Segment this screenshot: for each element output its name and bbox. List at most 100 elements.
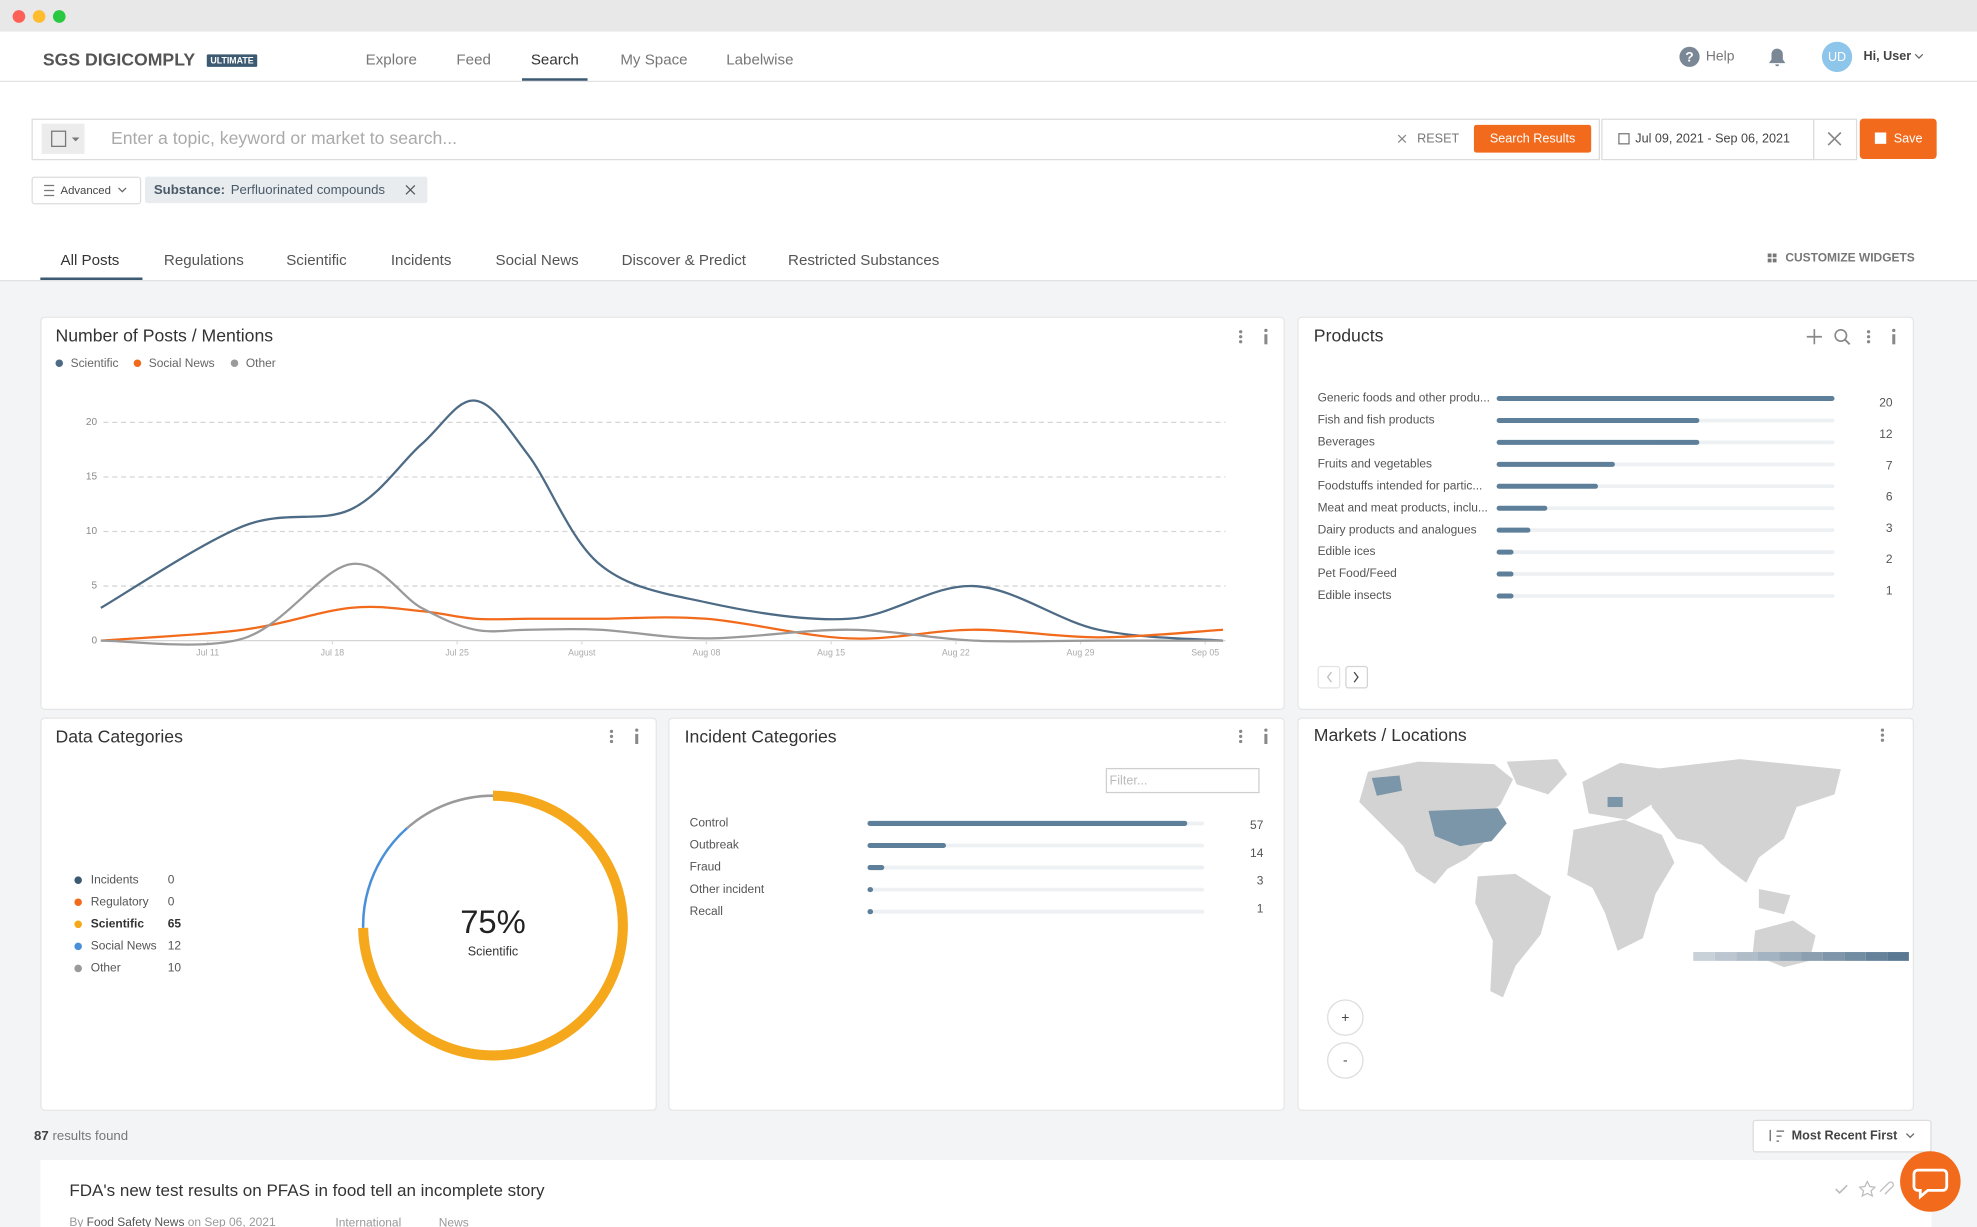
scale-step <box>1779 952 1802 961</box>
zoom-out[interactable] <box>1327 1042 1364 1079</box>
filter-remove[interactable] <box>405 184 416 195</box>
help-icon[interactable] <box>1679 46 1700 67</box>
bar-label: Meat and meat products, inclu... <box>1318 500 1488 514</box>
article-card[interactable] <box>40 1160 1932 1227</box>
star-icon[interactable] <box>1858 1180 1877 1198</box>
panel-title: Data Categories <box>55 726 183 746</box>
nav-item[interactable]: Feed <box>456 52 490 69</box>
search-button[interactable] <box>1473 124 1592 153</box>
add-icon[interactable] <box>1806 329 1822 345</box>
y-tick-label: 15 <box>86 472 98 483</box>
nav-item[interactable]: Labelwise <box>726 52 793 69</box>
info-dot <box>1892 328 1896 333</box>
bar <box>867 887 874 893</box>
filter-input[interactable] <box>1105 767 1260 794</box>
panel <box>1297 316 1914 710</box>
chat-button[interactable] <box>1900 1151 1961 1212</box>
nav-item[interactable]: Search <box>531 52 579 69</box>
article-title[interactable]: FDA's new test results on PFAS in food t… <box>69 1181 545 1200</box>
attach-icon[interactable] <box>1879 1181 1894 1195</box>
tab[interactable]: Scientific <box>286 252 347 269</box>
legend-label[interactable]: Other <box>91 961 121 975</box>
menu-dot <box>1866 330 1871 334</box>
bell-icon[interactable] <box>1768 48 1786 67</box>
tab[interactable]: Incidents <box>391 252 452 269</box>
legend-label[interactable]: Incidents <box>91 872 139 886</box>
y-tick-label: 0 <box>91 635 97 646</box>
search-type-icon <box>51 130 67 147</box>
alaska <box>1371 775 1403 796</box>
count-label: 2 <box>1886 552 1893 566</box>
next-page[interactable] <box>1345 665 1369 689</box>
search-icon[interactable] <box>1834 328 1848 342</box>
save-button[interactable] <box>1859 118 1937 159</box>
logo[interactable]: SGS DIGICOMPLY <box>43 49 195 69</box>
legend-label[interactable]: Social News <box>91 939 157 953</box>
x-tick-label: Aug 29 <box>1067 648 1095 658</box>
calendar-icon <box>1618 133 1630 145</box>
legend-label[interactable]: Scientific <box>71 356 119 370</box>
badge-bg <box>206 54 258 67</box>
tab[interactable]: Regulations <box>164 252 244 269</box>
avatar-circle[interactable] <box>1821 41 1853 72</box>
legend-label[interactable]: Regulatory <box>91 894 149 908</box>
search-type-caret <box>71 137 80 142</box>
menu-dot <box>609 734 614 739</box>
check-icon[interactable] <box>1835 1184 1848 1195</box>
bar-label: Other incident <box>690 882 765 896</box>
tab[interactable]: Social News <box>496 252 580 269</box>
count-label: 14 <box>1250 846 1264 860</box>
advanced-button[interactable] <box>31 176 142 205</box>
filter-chip[interactable] <box>144 176 428 204</box>
zoom-dot[interactable] <box>52 10 66 23</box>
menu-dot <box>1880 738 1885 742</box>
tab[interactable]: All Posts <box>61 252 120 269</box>
reset[interactable]: RESET <box>1417 132 1459 146</box>
close-dot[interactable] <box>12 10 26 23</box>
sort-button[interactable] <box>1752 1119 1932 1153</box>
scale-step <box>1801 952 1823 961</box>
bar-label: Recall <box>690 904 723 918</box>
article-byline: By Food Safety News on Sep 06, 2021 <box>69 1215 276 1227</box>
menu-dot <box>1239 729 1243 734</box>
legend-label[interactable]: Social News <box>149 356 215 370</box>
bar-track <box>867 843 1205 848</box>
tab[interactable]: Restricted Substances <box>788 252 940 269</box>
nav-item[interactable]: Explore <box>366 52 417 69</box>
x-tick-label: Jul 25 <box>445 648 469 658</box>
y-tick-label: 20 <box>86 417 98 428</box>
bar-track <box>1496 506 1835 511</box>
sort-icon <box>1769 1129 1785 1142</box>
scale-step <box>1822 952 1845 961</box>
zoom-in-label: + <box>1341 1009 1349 1025</box>
reset-icon <box>1397 134 1407 144</box>
customize-icon <box>1767 253 1777 263</box>
legend-label[interactable]: Scientific <box>91 916 145 930</box>
prev-page[interactable] <box>1317 665 1341 689</box>
minimize-dot[interactable] <box>32 10 46 23</box>
sort-chevron <box>1905 1133 1915 1139</box>
user-menu[interactable]: Hi, User <box>1864 49 1912 63</box>
legend-label[interactable]: Other <box>246 356 276 370</box>
zoom-in[interactable] <box>1327 999 1364 1036</box>
donut-segment <box>358 790 628 1061</box>
count-label: 6 <box>1886 490 1893 504</box>
bar <box>1496 439 1700 445</box>
count-label: 1 <box>1257 901 1264 915</box>
results-summary: 87 results found <box>34 1128 128 1143</box>
legend-swatch <box>74 964 82 973</box>
world-map <box>1359 759 1841 998</box>
search-input[interactable]: Enter a topic, keyword or market to sear… <box>111 128 457 148</box>
article-source[interactable]: Food Safety News <box>87 1215 185 1227</box>
menu-dot <box>1880 728 1885 732</box>
menu-dot <box>1239 739 1243 744</box>
sort-label: Most Recent First <box>1792 1128 1898 1142</box>
tab[interactable]: Discover & Predict <box>622 252 747 269</box>
chevron <box>1914 53 1924 59</box>
bar-label: Fish and fish products <box>1318 413 1435 427</box>
customize-widgets[interactable]: CUSTOMIZE WIDGETS <box>1785 251 1914 265</box>
help[interactable]: Help <box>1706 47 1735 63</box>
nav-item[interactable]: My Space <box>620 52 687 69</box>
